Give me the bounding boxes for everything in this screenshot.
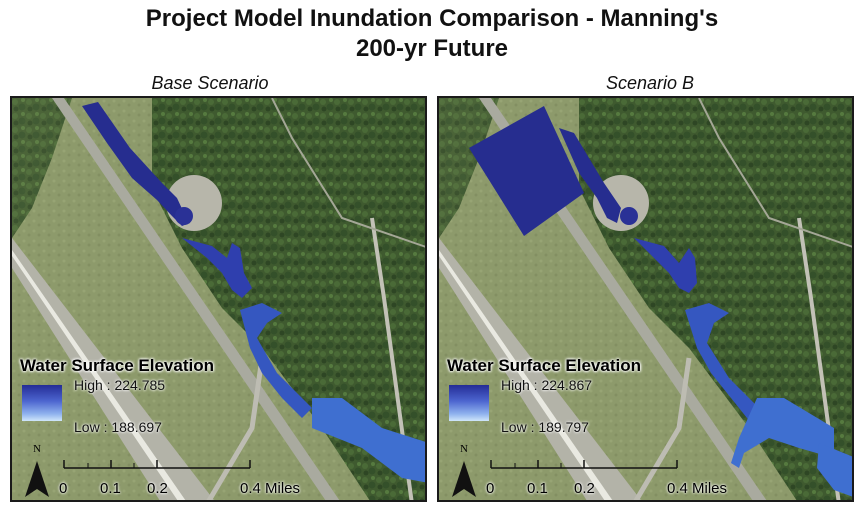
title-line-1: Project Model Inundation Comparison - Ma… (145, 5, 719, 32)
legend-high-value: High : 224.867 (501, 377, 593, 393)
runway (12, 238, 214, 500)
inundation-downstream (731, 398, 834, 468)
scale-label-0-1: 0.1 (100, 480, 121, 497)
forest-area-west (439, 98, 499, 238)
north-label: N (460, 443, 468, 455)
legend-high-value: High : 224.785 (74, 377, 166, 393)
map-title: Project Model Inundation Comparison - Ma… (0, 4, 864, 64)
scale-label-0: 0 (59, 480, 68, 497)
scale-label-0-2: 0.2 (574, 480, 595, 497)
runway-centerline (12, 250, 186, 500)
scale-label-0: 0 (486, 480, 495, 497)
panel-label-base: Base Scenario (151, 73, 269, 93)
map-panel-scenario-b: Water Surface Elevation High : 224.867 L… (437, 96, 854, 502)
trail (698, 98, 852, 248)
runway (439, 238, 641, 500)
trail (271, 98, 425, 248)
satellite-map-scenario-b (439, 98, 852, 500)
scale-label-0-1: 0.1 (527, 480, 548, 497)
scale-bar (490, 460, 678, 469)
inundation-outlet (817, 443, 852, 497)
inundation-downstream (312, 398, 425, 483)
scale-label-0-2: 0.2 (147, 480, 168, 497)
map-panel-base: Water Surface Elevation High : 224.785 L… (10, 96, 427, 502)
north-label: N (33, 443, 41, 455)
inundation-pool (620, 207, 638, 225)
satellite-map-base (12, 98, 425, 500)
legend-color-ramp (22, 385, 62, 421)
inundation-pool (175, 207, 193, 225)
legend-color-ramp (449, 385, 489, 421)
title-line-2: 200-yr Future (355, 35, 509, 62)
north-arrow-icon (452, 461, 476, 497)
scale-label-0-4-miles: 0.4 Miles (240, 480, 301, 497)
inundation-channel (685, 303, 761, 423)
scale-bar (63, 460, 251, 469)
legend-title: Water Surface Elevation (20, 356, 214, 375)
road (633, 357, 692, 500)
north-arrow-icon (25, 461, 49, 497)
legend-title: Water Surface Elevation (447, 356, 641, 375)
taxiway (52, 98, 340, 500)
scale-label-0-4-miles: 0.4 Miles (667, 480, 728, 497)
inundation-upstream (82, 102, 190, 226)
inundation-mid (182, 238, 252, 298)
inundation-storage-area (469, 106, 584, 236)
inundation-upstream (559, 128, 621, 223)
legend-low-value: Low : 188.697 (74, 419, 162, 435)
inundation-channel (240, 303, 312, 418)
road (206, 357, 265, 500)
legend-low-value: Low : 189.797 (501, 419, 589, 435)
inundation-mid (634, 238, 697, 293)
panel-label-scenario-b: Scenario B (605, 73, 695, 93)
forest-area-west (12, 98, 72, 238)
